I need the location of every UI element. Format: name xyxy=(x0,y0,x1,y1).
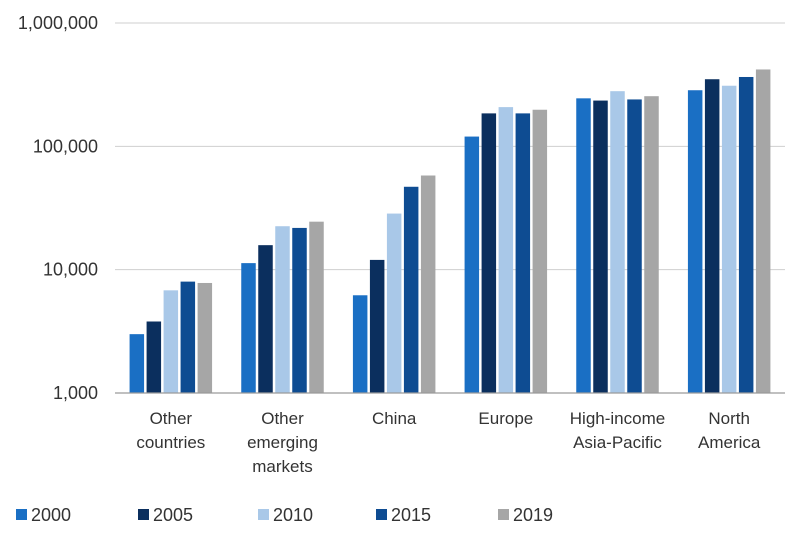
x-category-label-line: High-income xyxy=(570,409,665,428)
legend-label-2000: 2000 xyxy=(31,505,71,525)
bar-2019-2 xyxy=(420,175,436,393)
bar-2015-3 xyxy=(515,113,531,394)
bar-2005-5 xyxy=(704,79,720,394)
x-category-label: Other emerging markets xyxy=(247,409,318,476)
x-category-label-line: emerging xyxy=(247,433,318,452)
legend-label-2019: 2019 xyxy=(513,505,553,525)
bar-2019-3 xyxy=(532,109,548,393)
x-category-label: High-income Asia-Pacific xyxy=(570,409,665,452)
x-category-label: Europe xyxy=(478,409,533,428)
x-category-labels: Other countries Other emerging markets China E… xyxy=(136,409,761,476)
bar-2010-4 xyxy=(610,91,625,394)
bar-2019-5 xyxy=(755,69,771,394)
bar-2015-1 xyxy=(292,227,307,393)
bar-2015-5 xyxy=(738,76,754,393)
bar-2010-5 xyxy=(721,85,737,393)
y-tick-label: 1,000,000 xyxy=(18,13,98,33)
bar-2019-0 xyxy=(197,282,213,393)
bar-2019-4 xyxy=(644,96,659,394)
bars xyxy=(129,69,771,394)
y-tick-label: 100,000 xyxy=(33,136,98,156)
legend-label-2010: 2010 xyxy=(273,505,313,525)
x-category-label-line: America xyxy=(698,433,761,452)
bar-2005-4 xyxy=(593,100,608,393)
bar-2010-1 xyxy=(275,226,290,393)
bar-2010-2 xyxy=(386,213,402,393)
y-tick-label: 1,000 xyxy=(53,383,98,403)
x-category-label: Other countries xyxy=(136,409,205,452)
bar-2010-0 xyxy=(163,290,179,393)
legend-label-2005: 2005 xyxy=(153,505,193,525)
x-category-label-line: Asia-Pacific xyxy=(573,433,662,452)
bar-2000-1 xyxy=(241,263,256,393)
x-category-label-line: markets xyxy=(252,457,312,476)
bar-2015-4 xyxy=(627,99,642,393)
bar-2015-0 xyxy=(180,281,196,393)
x-category-label: North America xyxy=(698,409,761,452)
x-category-label-line: North xyxy=(708,409,750,428)
bar-2005-2 xyxy=(369,259,385,393)
bar-2000-5 xyxy=(687,90,703,393)
bar-2000-3 xyxy=(464,136,480,394)
y-tick-label: 10,000 xyxy=(43,260,98,280)
legend-swatch-2000 xyxy=(16,509,27,520)
gridlines xyxy=(115,22,785,271)
legend-swatch-2005 xyxy=(138,509,149,520)
bar-2000-4 xyxy=(576,98,591,393)
bar-2010-3 xyxy=(498,107,514,393)
legend-label-2015: 2015 xyxy=(391,505,431,525)
x-category-label-line: China xyxy=(372,409,417,428)
bar-2005-3 xyxy=(481,113,497,394)
x-category-label-line: Europe xyxy=(478,409,533,428)
legend-swatch-2010 xyxy=(258,509,269,520)
legend-swatch-2015 xyxy=(376,509,387,520)
bar-2000-0 xyxy=(129,334,145,393)
bar-2005-1 xyxy=(258,245,273,393)
bar-2019-1 xyxy=(309,221,324,393)
y-tick-labels: 1,000 10,000 100,000 1,000,000 xyxy=(18,13,98,403)
bar-2005-0 xyxy=(146,321,162,393)
legend: 2000 2005 2010 2015 2019 xyxy=(16,505,553,525)
x-category-label-line: Other xyxy=(150,409,193,428)
bar-2015-2 xyxy=(403,186,419,393)
x-category-label: China xyxy=(372,409,417,428)
x-category-label-line: countries xyxy=(136,433,205,452)
x-category-label-line: Other xyxy=(261,409,304,428)
legend-swatch-2019 xyxy=(498,509,509,520)
bar-2000-2 xyxy=(352,295,368,393)
